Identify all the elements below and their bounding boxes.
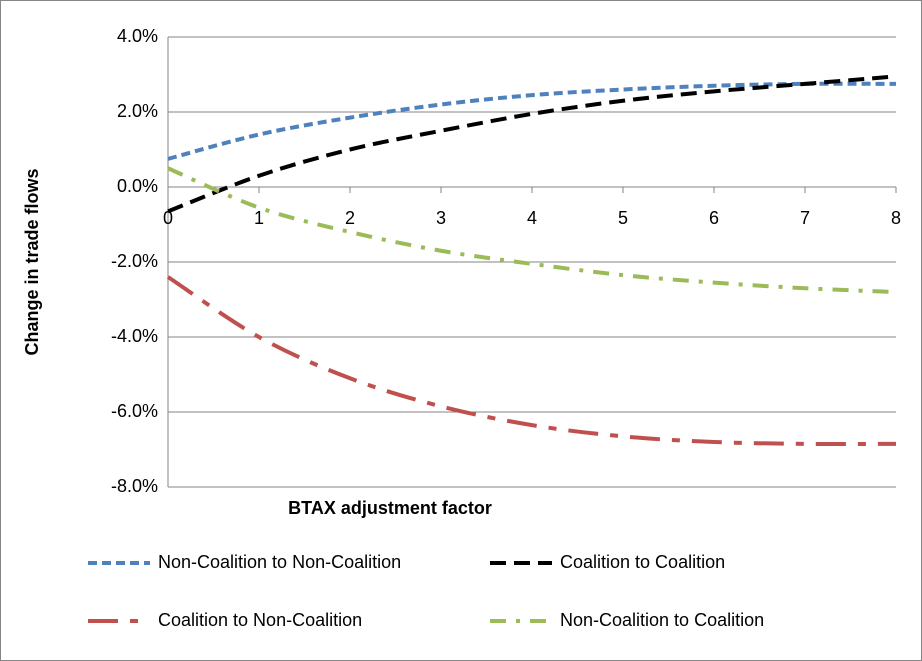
x-tick-label: 1 — [254, 208, 264, 228]
y-axis-label: Change in trade flows — [22, 168, 42, 355]
y-tick-label: -4.0% — [111, 326, 158, 346]
legend-label: Non-Coalition to Coalition — [560, 610, 764, 630]
legend-label: Coalition to Non-Coalition — [158, 610, 362, 630]
y-tick-label: -2.0% — [111, 251, 158, 271]
y-tick-label: 0.0% — [117, 176, 158, 196]
x-tick-label: 4 — [527, 208, 537, 228]
x-tick-label: 7 — [800, 208, 810, 228]
y-tick-label: -8.0% — [111, 476, 158, 496]
x-tick-label: 2 — [345, 208, 355, 228]
x-tick-label: 5 — [618, 208, 628, 228]
y-tick-label: -6.0% — [111, 401, 158, 421]
x-tick-label: 6 — [709, 208, 719, 228]
series-line — [167, 74, 897, 214]
y-tick-label: 2.0% — [117, 101, 158, 121]
legend-label: Coalition to Coalition — [560, 552, 725, 572]
series-line — [166, 275, 897, 447]
series-line — [167, 166, 897, 294]
x-tick-label: 8 — [891, 208, 901, 228]
legend-label: Non-Coalition to Non-Coalition — [158, 552, 401, 572]
x-tick-label: 3 — [436, 208, 446, 228]
x-axis-label: BTAX adjustment factor — [288, 498, 492, 518]
x-tick-label: 0 — [163, 208, 173, 228]
y-tick-label: 4.0% — [117, 26, 158, 46]
